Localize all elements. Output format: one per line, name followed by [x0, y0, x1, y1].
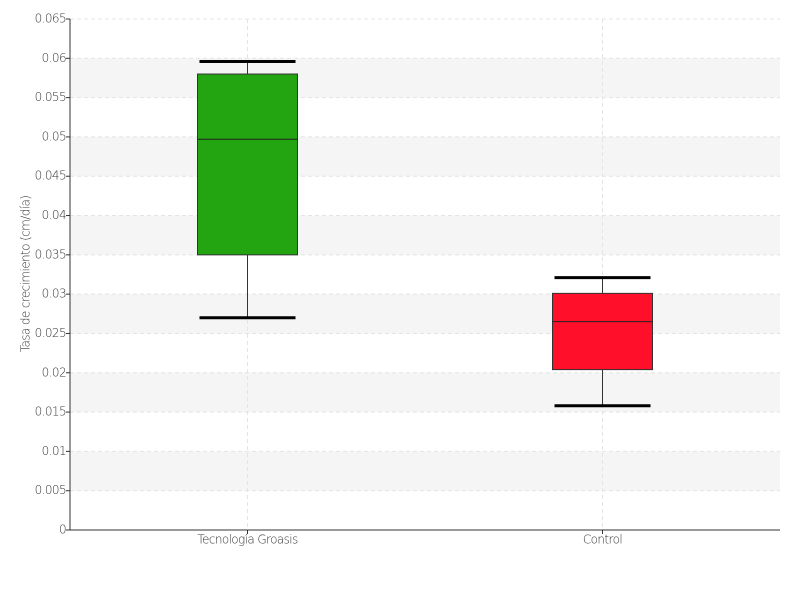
y-tick-label: 0.055	[35, 90, 66, 104]
grid-band	[70, 58, 780, 98]
y-tick-label: 0.015	[35, 405, 66, 419]
x-tick-label: Control	[583, 533, 622, 547]
grid-band	[70, 372, 780, 413]
y-tick-label: 0.065	[35, 12, 66, 26]
y-axis-label: Tasa de crecimiento (cm/día)	[19, 196, 33, 353]
y-tick-label: 0	[59, 523, 66, 537]
y-tick-label: 0.04	[42, 208, 66, 222]
y-tick-label: 0.02	[42, 365, 66, 379]
x-tick-label: Tecnología Groasis	[197, 533, 298, 547]
y-tick-label: 0.035	[35, 247, 66, 261]
y-tick-label: 0.025	[35, 326, 66, 340]
y-tick-label: 0.03	[42, 287, 66, 301]
y-tick-label: 0.05	[42, 129, 66, 143]
grid-band	[70, 294, 780, 334]
y-tick-label: 0.005	[35, 483, 66, 497]
grid-band	[70, 451, 780, 491]
grid-band	[70, 136, 780, 177]
y-tick-label: 0.06	[42, 51, 66, 65]
box	[197, 73, 298, 256]
grid-band	[70, 215, 780, 255]
y-tick-label: 0.01	[42, 444, 66, 458]
box	[552, 292, 653, 371]
y-tick-label: 0.045	[35, 169, 66, 183]
